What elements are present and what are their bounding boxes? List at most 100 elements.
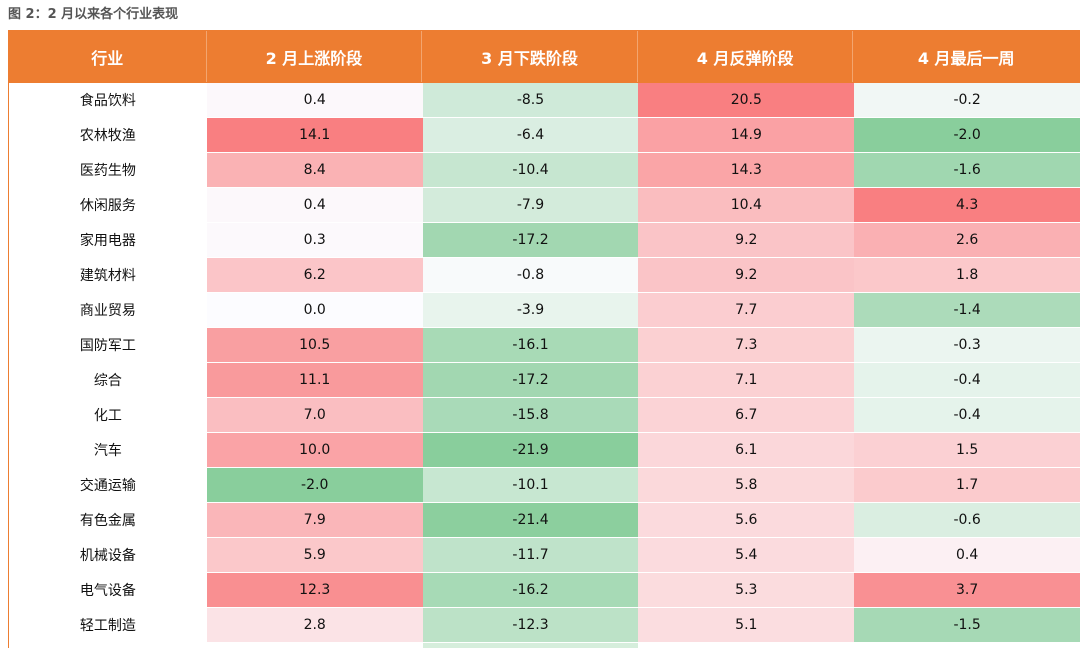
industry-name-cell: 机械设备 (9, 538, 207, 573)
figure-caption: 图 2：2 月以来各个行业表现 (8, 7, 179, 22)
table-row: 化工 7.0 -15.8 6.7 -0.4 (9, 398, 1080, 433)
value-cell-mar: -7.9 (422, 188, 639, 223)
value-cell-mar: -10.1 (422, 468, 639, 503)
value-cell-apr: 7.7 (638, 293, 855, 328)
table-row: 农林牧渔 14.1 -6.4 14.9 -2.0 (9, 118, 1080, 153)
value-cell-lastweek: -2.0 (854, 118, 1080, 153)
value-cell-mar: -16.1 (422, 328, 639, 363)
value-cell-apr: 7.1 (638, 363, 855, 398)
value-cell-feb: 0.3 (206, 223, 423, 258)
table-row: 电气设备 12.3 -16.2 5.3 3.7 (9, 573, 1080, 608)
value-cell-mar: -11.7 (422, 538, 639, 573)
value-cell-apr: 5.6 (638, 503, 855, 538)
value-cell-apr: 6.1 (638, 433, 855, 468)
cropped-cell (854, 643, 1080, 648)
industry-name-cell: 家用电器 (9, 223, 207, 258)
value-cell-apr: 5.4 (638, 538, 855, 573)
value-cell-feb: 0.0 (206, 293, 423, 328)
industry-performance-table: 行业 2 月上涨阶段 3 月下跌阶段 4 月反弹阶段 4 月最后一周 食品饮料 0… (8, 30, 1080, 648)
value-cell-feb: 12.3 (206, 573, 423, 608)
header-apr-last-week: 4 月最后一周 (917, 48, 1015, 68)
header-apr-rebound: 4 月反弹阶段 (638, 31, 854, 82)
industry-name-cell: 电气设备 (9, 573, 207, 608)
value-cell-feb: 11.1 (206, 363, 423, 398)
value-cell-lastweek: -0.4 (854, 398, 1080, 433)
value-cell-mar: -16.2 (422, 573, 639, 608)
value-cell-mar: -21.4 (422, 503, 639, 538)
value-cell-apr: 9.2 (638, 258, 855, 293)
value-cell-lastweek: -1.4 (854, 293, 1080, 328)
value-cell-mar: -17.2 (422, 223, 639, 258)
value-cell-mar: -0.8 (422, 258, 639, 293)
cropped-cell (638, 643, 855, 648)
value-cell-lastweek: 4.3 (854, 188, 1080, 223)
value-cell-apr: 9.2 (638, 223, 855, 258)
value-cell-apr: 5.8 (638, 468, 855, 503)
value-cell-feb: 0.4 (206, 83, 423, 118)
value-cell-feb: 7.0 (206, 398, 423, 433)
table-row: 休闲服务 0.4 -7.9 10.4 4.3 (9, 188, 1080, 223)
value-cell-mar: -21.9 (422, 433, 639, 468)
value-cell-mar: -6.4 (422, 118, 639, 153)
value-cell-apr: 7.3 (638, 328, 855, 363)
table-header-row: 行业 2 月上涨阶段 3 月下跌阶段 4 月反弹阶段 4 月最后一周 (8, 30, 1080, 83)
industry-name-cell: 商业贸易 (9, 293, 207, 328)
value-cell-lastweek: -0.4 (854, 363, 1080, 398)
table-row: 轻工制造 2.8 -12.3 5.1 -1.5 (9, 608, 1080, 643)
value-cell-mar: -12.3 (422, 608, 639, 643)
value-cell-feb: 0.4 (206, 188, 423, 223)
value-cell-lastweek: 2.6 (854, 223, 1080, 258)
table-row-cropped (9, 643, 1080, 648)
cropped-cell (206, 643, 423, 648)
value-cell-mar: -3.9 (422, 293, 639, 328)
value-cell-lastweek: -0.6 (854, 503, 1080, 538)
table-row: 交通运输 -2.0 -10.1 5.8 1.7 (9, 468, 1080, 503)
value-cell-lastweek: 0.4 (854, 538, 1080, 573)
table-row: 综合 11.1 -17.2 7.1 -0.4 (9, 363, 1080, 398)
table-row: 家用电器 0.3 -17.2 9.2 2.6 (9, 223, 1080, 258)
cropped-cell (422, 643, 639, 648)
value-cell-lastweek: 1.7 (854, 468, 1080, 503)
value-cell-mar: -15.8 (422, 398, 639, 433)
value-cell-apr: 20.5 (638, 83, 855, 118)
value-cell-feb: 14.1 (206, 118, 423, 153)
table-row: 国防军工 10.5 -16.1 7.3 -0.3 (9, 328, 1080, 363)
value-cell-feb: 8.4 (206, 153, 423, 188)
value-cell-mar: -10.4 (422, 153, 639, 188)
industry-name-cell: 农林牧渔 (9, 118, 207, 153)
industry-name-cell: 建筑材料 (9, 258, 207, 293)
industry-name-cell: 化工 (9, 398, 207, 433)
header-feb-rise: 2 月上涨阶段 (207, 31, 423, 82)
industry-name-cell: 食品饮料 (9, 83, 207, 118)
table-row: 食品饮料 0.4 -8.5 20.5 -0.2 (9, 83, 1080, 118)
value-cell-lastweek: 3.7 (854, 573, 1080, 608)
value-cell-lastweek: -1.5 (854, 608, 1080, 643)
value-cell-feb: 2.8 (206, 608, 423, 643)
value-cell-feb: -2.0 (206, 468, 423, 503)
industry-name-cell: 轻工制造 (9, 608, 207, 643)
header-industry: 行业 (9, 31, 207, 82)
value-cell-apr: 6.7 (638, 398, 855, 433)
table-row: 医药生物 8.4 -10.4 14.3 -1.6 (9, 153, 1080, 188)
value-cell-apr: 14.9 (638, 118, 855, 153)
industry-name-cell: 国防军工 (9, 328, 207, 363)
value-cell-feb: 7.9 (206, 503, 423, 538)
industry-name-cell: 汽车 (9, 433, 207, 468)
cropped-cell (9, 643, 207, 648)
value-cell-apr: 5.3 (638, 573, 855, 608)
table-row: 建筑材料 6.2 -0.8 9.2 1.8 (9, 258, 1080, 293)
header-mar-fall: 3 月下跌阶段 (422, 31, 638, 82)
industry-name-cell: 综合 (9, 363, 207, 398)
value-cell-lastweek: -0.3 (854, 328, 1080, 363)
industry-name-cell: 休闲服务 (9, 188, 207, 223)
value-cell-apr: 14.3 (638, 153, 855, 188)
industry-name-cell: 有色金属 (9, 503, 207, 538)
value-cell-feb: 5.9 (206, 538, 423, 573)
industry-name-cell: 医药生物 (9, 153, 207, 188)
table-row: 汽车 10.0 -21.9 6.1 1.5 (9, 433, 1080, 468)
industry-name-cell: 交通运输 (9, 468, 207, 503)
value-cell-lastweek: 1.8 (854, 258, 1080, 293)
value-cell-mar: -8.5 (422, 83, 639, 118)
value-cell-lastweek: -1.6 (854, 153, 1080, 188)
value-cell-mar: -17.2 (422, 363, 639, 398)
